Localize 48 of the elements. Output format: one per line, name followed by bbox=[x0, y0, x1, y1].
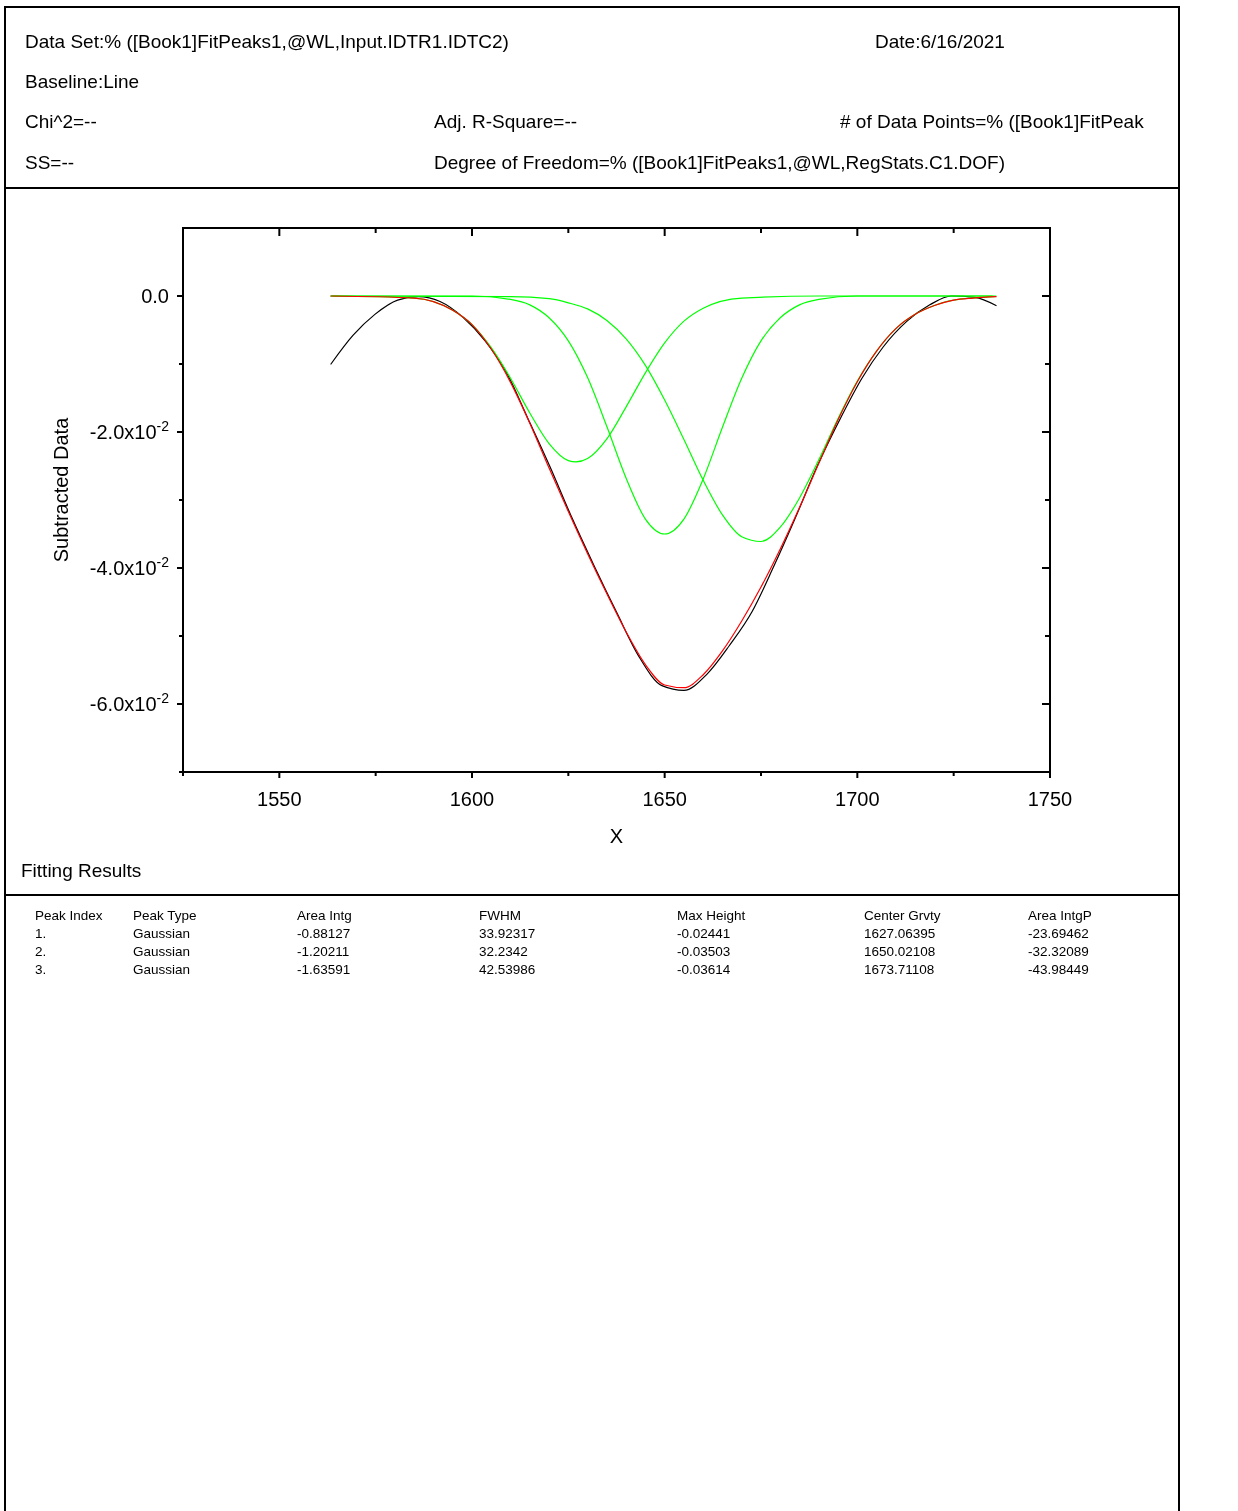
text: 1. bbox=[35, 926, 47, 941]
text: -1.63591 bbox=[297, 962, 351, 977]
x-tick-label: 1600 bbox=[449, 788, 495, 810]
x-axis-title: X bbox=[609, 825, 624, 847]
text: Peak Index bbox=[35, 908, 103, 923]
text: 42.53986 bbox=[479, 962, 536, 977]
x-tick-label: 1750 bbox=[1027, 788, 1073, 810]
x-tick-label: 1650 bbox=[642, 788, 687, 810]
text: -43.98449 bbox=[1028, 962, 1089, 977]
text: FWHM bbox=[479, 908, 521, 923]
text: Gaussian bbox=[133, 944, 191, 959]
text: 3. bbox=[35, 962, 47, 977]
text: 33.92317 bbox=[479, 926, 536, 941]
text: Area IntgP bbox=[1028, 908, 1092, 923]
text: -32.32089 bbox=[1028, 944, 1089, 959]
text: 1650.02108 bbox=[864, 944, 936, 959]
y-tick-label: -4.0x10$^{-2}$ bbox=[89, 554, 170, 579]
text: Chi^2=-- bbox=[25, 111, 97, 132]
text: Area Intg bbox=[297, 908, 352, 923]
text: SS=-- bbox=[25, 152, 75, 173]
text: -23.69462 bbox=[1028, 926, 1089, 941]
text: Date:6/16/2021 bbox=[875, 31, 1005, 52]
y-tick-label: -6.0x10$^{-2}$ bbox=[89, 690, 170, 715]
text: Degree of Freedom=% ([Book1]FitPeaks1,@WL,RegStats.C1.DOF) bbox=[434, 152, 1006, 173]
text: Gaussian bbox=[133, 962, 191, 977]
y-tick-label: 0.0 bbox=[141, 285, 169, 307]
text: Fitting Results bbox=[21, 860, 142, 881]
text: 1673.71108 bbox=[864, 962, 935, 977]
text: Adj. R-Square=-- bbox=[434, 111, 578, 132]
y-tick-label: -2.0x10$^{-2}$ bbox=[89, 418, 170, 443]
text: Gaussian bbox=[133, 926, 191, 941]
text: 32.2342 bbox=[479, 944, 528, 959]
x-tick-label: 1550 bbox=[257, 788, 302, 810]
text: Data Set:% ([Book1]FitPeaks1,@WL,Input.IDTR1.IDTC2) bbox=[25, 31, 509, 52]
text: Max Height bbox=[677, 908, 746, 923]
text: -0.03614 bbox=[677, 962, 731, 977]
y-axis-title: Subtracted Data bbox=[50, 416, 72, 563]
text: -1.20211 bbox=[297, 944, 350, 959]
text: Center Grvty bbox=[864, 908, 941, 923]
text: # of Data Points=% ([Book1]FitPeak bbox=[840, 111, 1145, 132]
text: -0.03503 bbox=[677, 944, 731, 959]
text: -0.88127 bbox=[297, 926, 351, 941]
x-tick-label: 1700 bbox=[835, 788, 880, 810]
text: Peak Type bbox=[133, 908, 197, 923]
text: 1627.06395 bbox=[864, 926, 936, 941]
text: -0.02441 bbox=[677, 926, 731, 941]
text: Baseline:Line bbox=[25, 71, 140, 92]
text: 2. bbox=[35, 944, 47, 959]
